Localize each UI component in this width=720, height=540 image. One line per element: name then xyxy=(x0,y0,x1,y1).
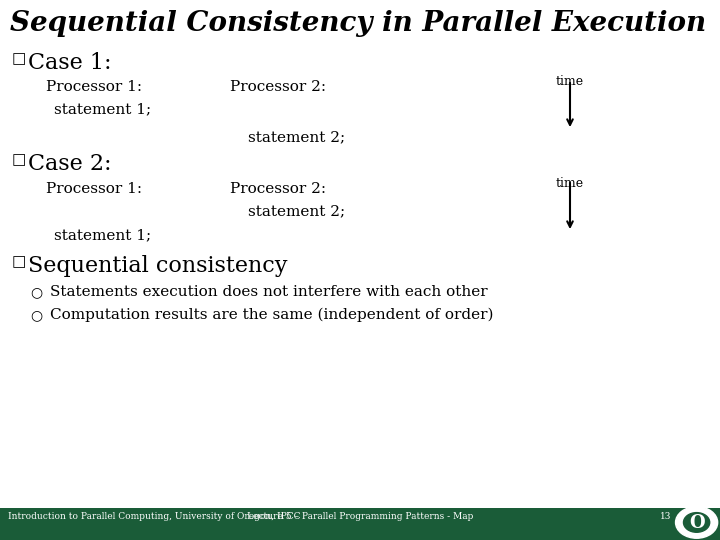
Text: Introduction to Parallel Computing, University of Oregon, IPCC: Introduction to Parallel Computing, Univ… xyxy=(8,512,300,521)
Text: Case 1:: Case 1: xyxy=(28,52,112,74)
Text: O: O xyxy=(689,514,704,532)
Text: □: □ xyxy=(12,255,27,269)
Text: Processor 2:: Processor 2: xyxy=(230,80,326,94)
Text: Computation results are the same (independent of order): Computation results are the same (indepe… xyxy=(50,308,493,322)
Text: statement 2;: statement 2; xyxy=(248,130,345,144)
Circle shape xyxy=(675,507,718,538)
Text: statement 1;: statement 1; xyxy=(54,102,151,116)
Text: 13: 13 xyxy=(660,512,671,521)
Text: statement 1;: statement 1; xyxy=(54,228,151,242)
Text: Sequential Consistency in Parallel Execution: Sequential Consistency in Parallel Execu… xyxy=(10,10,706,37)
Text: Processor 1:: Processor 1: xyxy=(46,80,142,94)
Text: Statements execution does not interfere with each other: Statements execution does not interfere … xyxy=(50,285,487,299)
Text: time: time xyxy=(556,75,584,88)
Bar xyxy=(0,508,720,540)
Text: Sequential consistency: Sequential consistency xyxy=(28,255,287,277)
Text: Processor 2:: Processor 2: xyxy=(230,182,326,196)
Text: □: □ xyxy=(12,153,27,167)
Text: statement 2;: statement 2; xyxy=(248,204,345,218)
Circle shape xyxy=(683,512,710,532)
Text: ○: ○ xyxy=(30,285,42,299)
Text: time: time xyxy=(556,177,584,190)
Text: ○: ○ xyxy=(30,308,42,322)
Text: □: □ xyxy=(12,52,27,66)
Text: Case 2:: Case 2: xyxy=(28,153,112,175)
Text: Processor 1:: Processor 1: xyxy=(46,182,142,196)
Text: Lecture 5 – Parallel Programming Patterns - Map: Lecture 5 – Parallel Programming Pattern… xyxy=(247,512,473,521)
